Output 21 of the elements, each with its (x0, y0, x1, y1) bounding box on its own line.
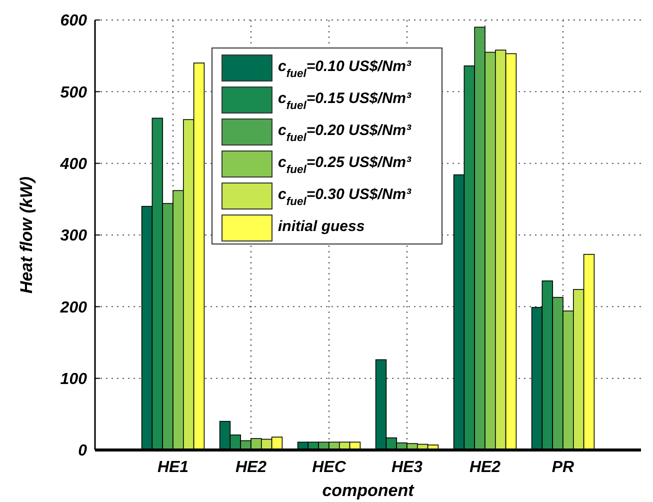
x-tick-label: HE2 (235, 459, 267, 476)
legend-label: initial guess (278, 218, 365, 235)
y-tick-label: 100 (60, 370, 88, 388)
legend-label: c$_{fuel}$=0.15 US$/Nm³ (278, 90, 412, 112)
y-tick-label: 600 (60, 12, 88, 30)
y-tick-label: 400 (59, 156, 88, 173)
legend-label: c$_{fuel}$=0.10 US$/Nm³ (278, 58, 412, 80)
legend-label: c$_{fuel}$=0.20 US$/Nm³ (278, 122, 412, 144)
x-tick-label: HE1 (157, 459, 189, 476)
legend-label: c$_{fuel}$=0.25 US$/Nm³ (278, 154, 412, 176)
legend-label: c$_{fuel}$=0.30 US$/Nm³ (278, 186, 412, 208)
y-tick-label: 200 (59, 299, 88, 316)
y-tick-label: 300 (60, 228, 88, 245)
y-axis-title: Heat flow (kW) (17, 176, 36, 294)
x-tick-label: HE2 (469, 459, 501, 476)
x-axis-title: component (322, 481, 416, 500)
x-tick-label: HE3 (391, 459, 423, 476)
x-tick-label: PR (552, 459, 575, 476)
y-tick-label: 500 (60, 84, 88, 102)
x-tick-label: HEC (312, 459, 346, 476)
y-tick-label: 0 (78, 442, 88, 460)
